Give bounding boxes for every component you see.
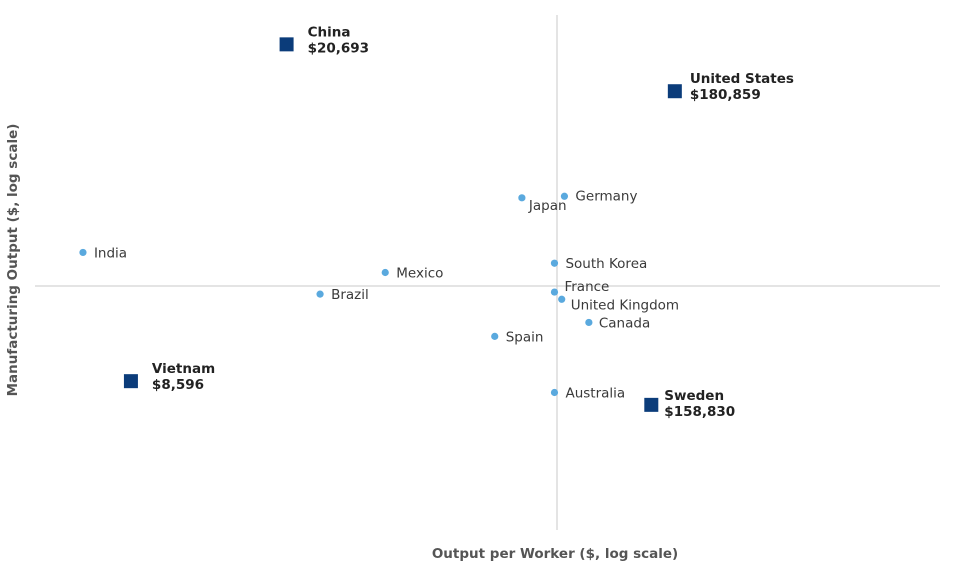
point-label: United States: [690, 71, 794, 87]
point-label: Sweden: [664, 388, 724, 404]
x-axis-label: Output per Worker ($, log scale): [431, 546, 679, 562]
point-france: France: [550, 279, 609, 296]
point-united-states: United States$180,859: [667, 71, 794, 103]
point-label: Mexico: [396, 266, 443, 282]
point-value-label: $158,830: [664, 404, 735, 420]
point-marker: [550, 259, 559, 267]
point-label: Spain: [506, 329, 544, 345]
point-marker: [550, 288, 559, 296]
point-label: China: [308, 24, 351, 40]
point-label: United Kingdom: [571, 297, 679, 313]
point-india: India: [79, 245, 127, 261]
points-layer: China$20,693 United States$180,859 Vietnam…: [79, 24, 794, 420]
point-label: France: [564, 279, 609, 295]
point-marker: [79, 248, 87, 257]
highlight-marker: [667, 84, 682, 99]
point-vietnam: Vietnam$8,596: [123, 361, 215, 393]
point-australia: Australia: [550, 385, 625, 401]
point-value-label: $20,693: [308, 40, 370, 56]
point-label: India: [94, 245, 127, 261]
point-label: Germany: [575, 188, 637, 204]
point-marker: [585, 318, 593, 327]
y-axis-label: Manufacturing Output ($, log scale): [5, 123, 21, 397]
point-mexico: Mexico: [381, 266, 443, 282]
point-label: South Korea: [565, 256, 647, 272]
point-label: Brazil: [331, 287, 369, 303]
point-marker: [518, 194, 526, 202]
point-label: Canada: [599, 315, 650, 331]
point-label: Australia: [565, 385, 625, 401]
highlight-marker: [123, 374, 138, 389]
point-united-kingdom: United Kingdom: [558, 295, 679, 313]
point-value-label: $180,859: [690, 87, 761, 103]
point-spain: Spain: [491, 329, 543, 345]
point-canada: Canada: [585, 315, 650, 331]
point-sweden: Sweden$158,830: [644, 388, 735, 420]
highlight-marker: [279, 37, 294, 52]
point-value-label: $8,596: [152, 377, 204, 393]
point-marker: [560, 192, 569, 200]
point-germany: Germany: [560, 188, 637, 204]
point-china: China$20,693: [279, 24, 370, 56]
point-marker: [491, 332, 499, 340]
point-label: Japan: [528, 198, 567, 214]
point-marker: [316, 290, 324, 298]
point-label: Vietnam: [152, 361, 215, 377]
point-marker: [381, 268, 389, 277]
point-marker: [558, 295, 566, 303]
point-japan: Japan: [518, 194, 567, 214]
point-brazil: Brazil: [316, 287, 369, 303]
point-south-korea: South Korea: [550, 256, 647, 272]
highlight-marker: [644, 397, 659, 412]
point-marker: [550, 388, 559, 397]
